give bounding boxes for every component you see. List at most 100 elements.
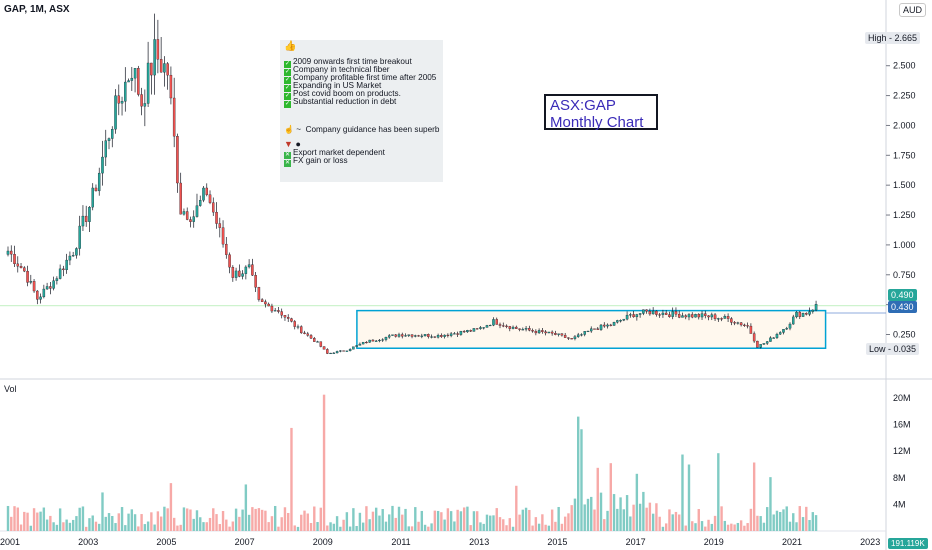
volume-bar <box>462 507 466 531</box>
volume-bar <box>361 522 365 531</box>
volume-bar <box>313 506 316 531</box>
candle-body <box>198 200 202 206</box>
volume-bar <box>573 498 577 531</box>
volume-bar <box>739 520 743 531</box>
y-tick-label: 2.000 <box>893 120 916 130</box>
volume-bar <box>710 523 713 531</box>
title-line-1: ASX:GAP <box>550 97 616 114</box>
candle-body <box>645 309 648 312</box>
candle-body <box>498 324 502 326</box>
volume-bar <box>449 511 453 531</box>
x-tick-label: 2003 <box>78 537 98 547</box>
volume-bar <box>215 514 218 531</box>
volume-bar <box>609 463 612 531</box>
volume-bar <box>192 518 195 531</box>
volume-bar <box>332 523 336 531</box>
volume-bar <box>78 507 81 531</box>
candle-body <box>684 315 687 318</box>
x-tick-label: 2023 <box>860 537 880 547</box>
volume-bar <box>534 517 538 531</box>
candle-body <box>280 311 283 316</box>
volume-bar <box>381 509 384 531</box>
annotation-note[interactable]: 👍 ✓ 2009 onwards first time breakout ✓ Com… <box>280 40 443 182</box>
volume-bar <box>65 519 68 531</box>
candle-body <box>55 278 59 281</box>
volume-bar <box>391 505 394 531</box>
volume-bar <box>782 509 785 531</box>
volume-bar <box>420 510 424 531</box>
candle-body <box>329 352 332 355</box>
y-tick-label: 1.250 <box>893 210 916 220</box>
candle-body <box>101 156 104 174</box>
candle-body <box>231 267 235 278</box>
candle-body <box>446 334 450 336</box>
candle-body <box>176 136 179 184</box>
volume-bar <box>283 507 287 531</box>
candle-body <box>319 341 323 347</box>
candle-body <box>537 330 541 334</box>
candle-body <box>505 325 508 327</box>
candle-body <box>443 334 446 337</box>
volume-bar <box>612 494 616 531</box>
candle-body <box>264 301 267 305</box>
candle-body <box>661 312 665 315</box>
volume-bar <box>648 502 652 531</box>
candle-body <box>420 335 424 337</box>
volume-bar <box>808 519 811 531</box>
candle-body <box>625 314 629 320</box>
candle-body <box>104 140 108 158</box>
candle-body <box>475 328 479 330</box>
candle-body <box>629 314 632 316</box>
volume-bar <box>32 508 36 531</box>
candle-body <box>202 187 205 201</box>
volume-bar <box>293 525 296 531</box>
volume-bar <box>130 509 134 531</box>
volume-bar <box>254 508 257 531</box>
candle-body <box>68 255 72 261</box>
candle-body <box>78 225 81 249</box>
volume-bar <box>234 508 238 531</box>
candle-body <box>648 311 652 315</box>
pro-item: ✓ Substantial reduction in debt <box>284 97 397 108</box>
candle-body <box>352 346 355 350</box>
volume-bar <box>150 512 153 531</box>
candle-body <box>335 351 339 354</box>
volume-bar <box>296 526 300 531</box>
volume-bar <box>622 509 626 531</box>
volume-bar <box>557 506 560 531</box>
volume-tick-label: 20M <box>893 393 911 403</box>
volume-bar <box>655 503 658 531</box>
candle-body <box>704 313 707 316</box>
low-label: Low - 0.035 <box>866 343 920 355</box>
volume-bar <box>485 514 489 531</box>
volume-bar <box>785 506 788 531</box>
chart-title-box[interactable]: ASX:GAP Monthly Chart <box>544 94 658 131</box>
candle-body <box>91 187 94 208</box>
candle-body <box>277 310 280 312</box>
candle-body <box>225 243 228 255</box>
volume-bar <box>469 525 472 531</box>
candle-body <box>423 334 427 337</box>
title-line-2: Monthly Chart <box>550 114 644 131</box>
volume-bar <box>547 525 551 531</box>
volume-bar <box>186 508 189 531</box>
candle-body <box>479 327 482 329</box>
volume-bar <box>746 523 749 531</box>
volume-bar <box>339 526 342 531</box>
candle-body <box>814 304 818 311</box>
volume-bar <box>91 515 94 531</box>
volume-bar <box>476 511 479 531</box>
volume-bar <box>635 473 639 531</box>
candle-body <box>782 329 785 333</box>
candle-body <box>609 324 613 326</box>
volume-bar <box>378 515 381 531</box>
volume-bar <box>394 517 397 531</box>
candle-body <box>241 273 244 277</box>
candle-body <box>270 305 274 312</box>
volume-bar <box>290 427 293 531</box>
candle-body <box>195 205 199 217</box>
candle-body <box>299 326 303 334</box>
currency-badge[interactable]: AUD <box>898 3 926 17</box>
candle-body <box>785 328 788 330</box>
candle-body <box>384 337 388 340</box>
